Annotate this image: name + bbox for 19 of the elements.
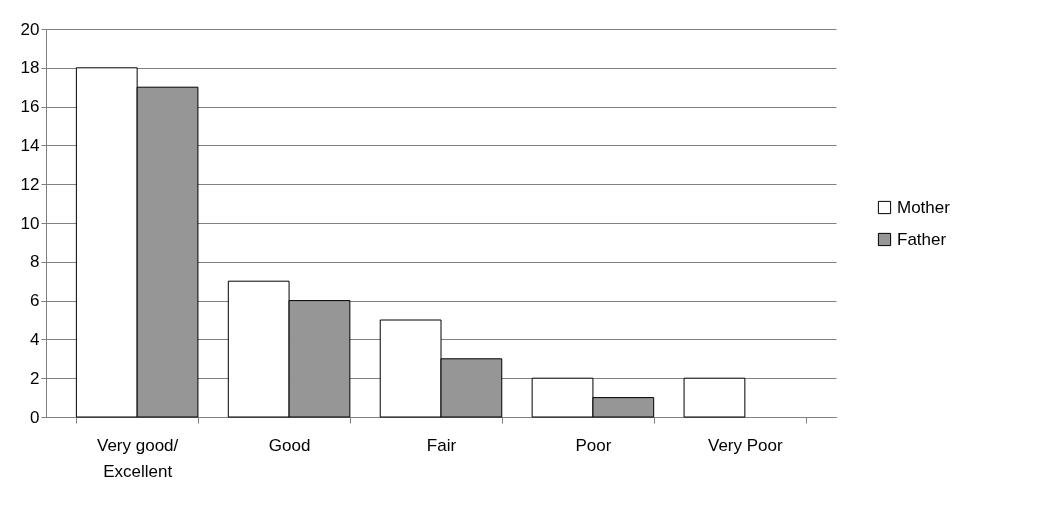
x-tick-label: Poor	[575, 435, 612, 455]
legend-label: Father	[897, 229, 947, 249]
legend-label: Mother	[897, 197, 951, 217]
y-tick-label: 6	[30, 291, 40, 311]
y-tick-label: 14	[20, 135, 40, 155]
bar	[683, 377, 746, 418]
y-tick-label: 0	[30, 407, 40, 427]
x-tick-label: Very Poor	[708, 435, 784, 455]
y-tick-label: 18	[20, 58, 40, 78]
y-tick-label: 16	[20, 97, 40, 117]
x-tick-label: Very good/Excellent	[97, 435, 179, 481]
y-tick-label: 10	[20, 213, 40, 233]
x-tick-label: Fair	[426, 435, 457, 455]
y-tick-label: 12	[20, 174, 40, 194]
y-tick-label: 2	[30, 368, 40, 388]
y-tick-label: 20	[20, 19, 40, 39]
y-tick-label: 4	[30, 329, 40, 349]
x-tick-label: Good	[268, 435, 311, 455]
y-tick-label: 8	[30, 252, 40, 272]
